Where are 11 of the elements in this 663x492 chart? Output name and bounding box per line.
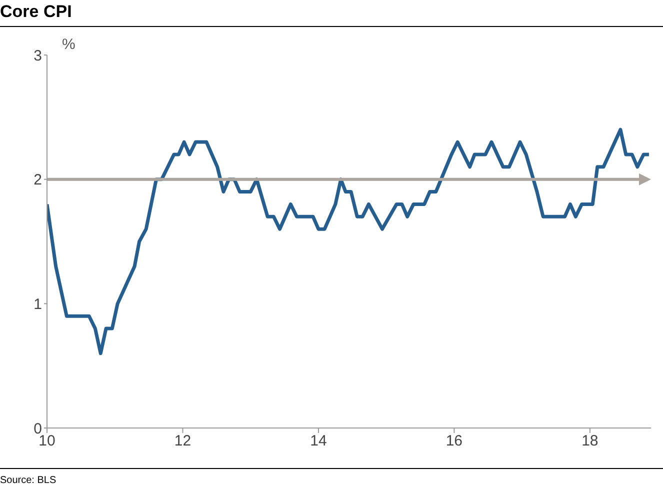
line-series xyxy=(47,128,651,356)
x-tick-label: 12 xyxy=(174,432,192,450)
x-tick-label: 14 xyxy=(310,432,327,450)
y-tick-label: 2 xyxy=(34,172,42,189)
x-tick-label: 18 xyxy=(582,432,598,450)
y-tick-label: 1 xyxy=(34,296,42,313)
y-tick-label: 3 xyxy=(34,47,42,64)
chart-title: Core CPI xyxy=(0,2,663,27)
x-tick-label: 16 xyxy=(446,432,463,450)
y-axis-title: % xyxy=(62,36,76,53)
source-note: Source: BLS xyxy=(0,475,58,486)
